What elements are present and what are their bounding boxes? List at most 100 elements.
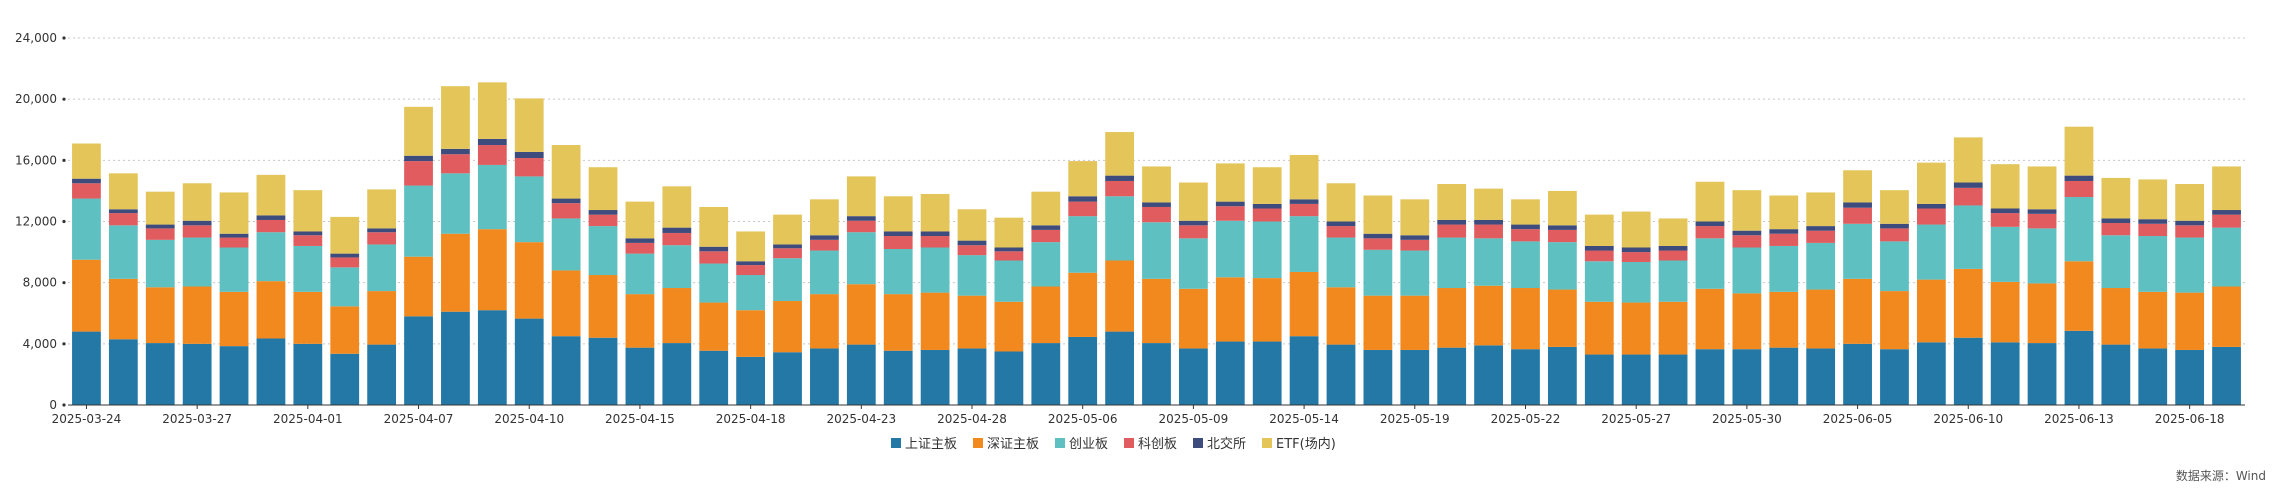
bar-segment [957,240,987,246]
legend-item: ETF(场内) [1262,436,1336,452]
bar-segment [994,260,1024,302]
bar-segment [1806,226,1836,231]
bar-segment [1806,192,1836,227]
bar-segment [367,244,397,292]
bar-segment [1547,225,1577,230]
bar-segment [1031,286,1061,344]
bar-segment [1105,180,1134,197]
bar-segment [2212,227,2241,287]
bar-segment [477,82,507,139]
bar-segment [1363,238,1393,250]
y-tick-mark [62,281,66,285]
bar-segment [810,348,839,405]
bar-segment [477,310,507,405]
bar-segment [994,251,1024,261]
bar-segment [1179,182,1208,221]
bar-segment [920,231,950,237]
bar-segment [72,198,101,260]
bar-segment [1474,285,1503,346]
bar-segment [1289,199,1319,204]
y-tick-mark [62,158,66,162]
bar-segment [1584,250,1614,262]
bar-segment [2027,209,2057,214]
bar-segment [551,270,581,337]
bar-segment [773,301,802,353]
bar-segment [2064,126,2094,176]
bar-segment [477,229,507,311]
bar-segment [662,227,692,233]
bar-segment [1547,190,1577,226]
bar-segment [1252,341,1282,405]
x-tick-label: 2025-06-05 [1823,412,1893,426]
bar-segment [1363,349,1393,405]
bar-segment [1511,199,1540,225]
legend-item: 上证主板 [891,437,957,452]
bar-segment [256,174,286,216]
bar-segment [1363,195,1393,234]
bar-segment [551,336,581,405]
bar-segment [367,189,397,229]
bar-segment [1769,291,1799,348]
legend-label: 上证主板 [905,437,957,452]
bar-segment [551,145,581,199]
bar-segment [1511,229,1540,242]
bar-segment [699,206,729,247]
x-tick-label: 2025-06-18 [2155,412,2225,426]
bar-segment [1068,201,1098,217]
bar-segment [1916,162,1946,204]
bar-segment [108,278,138,340]
bar-segment [1584,214,1614,246]
bar-segment [1179,348,1208,405]
bar-segment [1880,241,1909,292]
bar-segment [1880,349,1909,405]
bar-segment [441,311,470,405]
bar-segment [994,247,1024,252]
bar-segment [1880,291,1909,350]
bar-segment [2138,348,2168,405]
bar-segment [736,261,766,266]
bar-segment [1547,346,1577,405]
bar-segment [1068,336,1098,405]
legend-item: 北交所 [1193,436,1246,452]
bar-segment [1584,261,1614,302]
bar-segment [441,148,470,155]
bar-segment [330,257,360,268]
bar-segment [1990,281,2020,343]
bar-segment [1953,187,1983,206]
bar-segment [2138,179,2168,220]
bar-segment [883,249,913,295]
bar-segment [1031,191,1061,226]
bar-segment [145,224,175,229]
bar-segment [1658,260,1688,302]
bar-segment [1953,137,1983,183]
legend-swatch [1262,438,1272,448]
bar-segment [699,246,729,252]
bar-segment [1843,343,1872,405]
bar-segment [920,349,950,405]
bar-segment [1326,287,1356,345]
bar-segment [1400,235,1430,240]
bar-segment [1437,288,1467,348]
bar-segment [2138,223,2168,237]
bar-segment [736,265,766,276]
bar-segment [441,233,470,312]
bar-segment [1326,183,1356,222]
bar-segment [846,176,876,217]
bar-segment [810,199,839,236]
bar-segment [1474,188,1503,220]
bar-segment [1252,167,1282,204]
bar-segment [1732,247,1762,294]
x-tick-label: 2025-05-22 [1491,412,1561,426]
bar-segment [883,196,913,232]
bar-segment [1252,278,1282,342]
bar-segment [1142,222,1171,279]
y-tick-label: 12,000 [15,215,57,229]
bar-segment [625,201,655,239]
bar-segment [1732,293,1762,350]
bar-segment [1843,170,1872,203]
bar-segment [219,291,249,347]
bar-segment [1031,242,1061,287]
bar-segment [773,352,802,405]
bar-segment [883,294,913,351]
